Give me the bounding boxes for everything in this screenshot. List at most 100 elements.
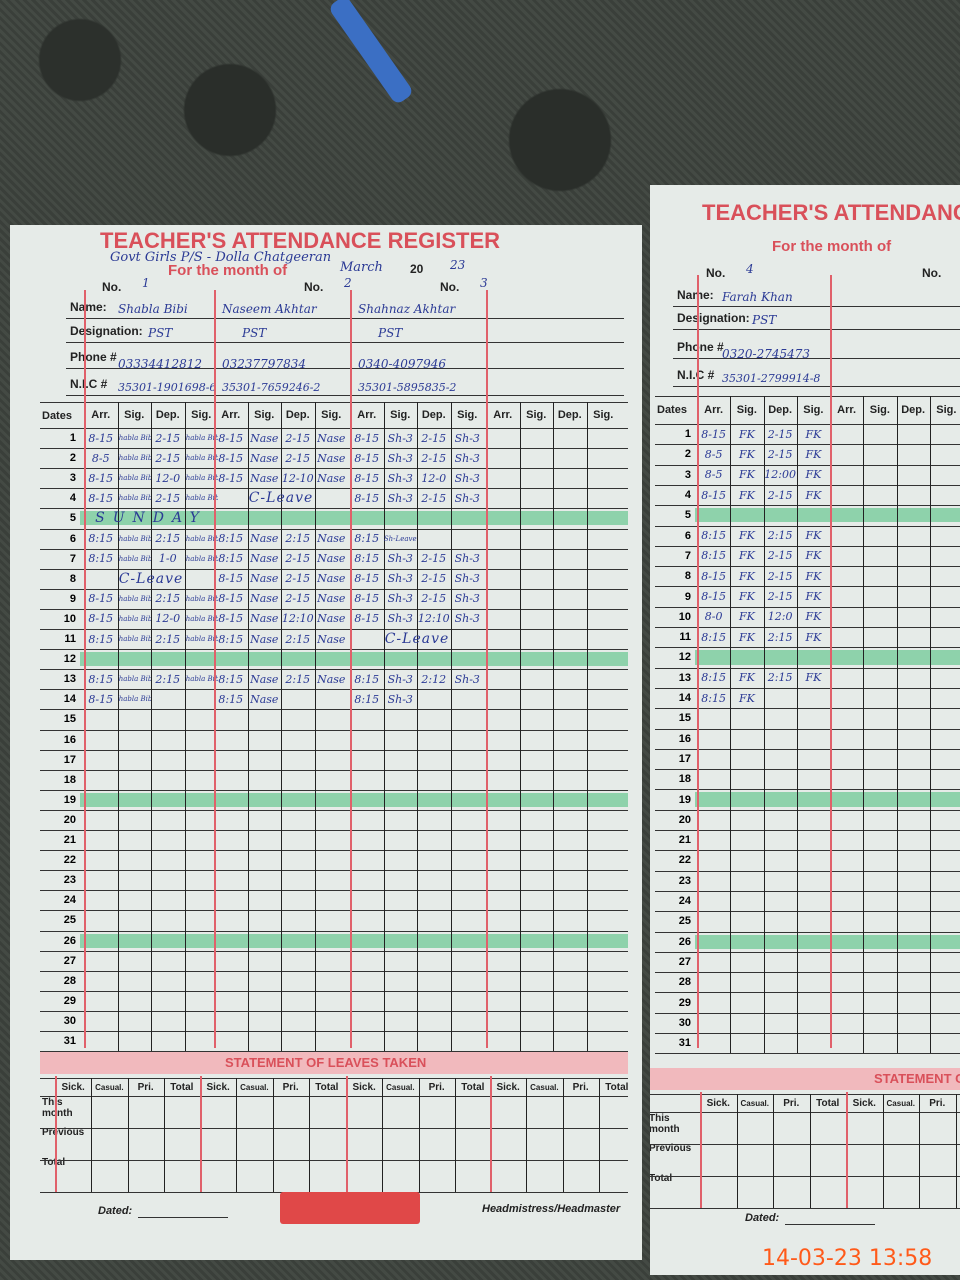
teacher-phone: 03237797834 xyxy=(222,357,306,371)
arrival-signature: Shabla Bibi xyxy=(118,434,152,443)
arrival-signature: Nase xyxy=(250,692,279,706)
departure-time: 2-15 xyxy=(421,491,447,505)
arrival-time: 8-15 xyxy=(88,471,114,485)
column-header-sig: Sig. xyxy=(803,404,824,416)
dated-label: Dated: xyxy=(745,1212,780,1224)
departure-signature xyxy=(797,688,830,708)
holiday-row-highlight xyxy=(80,933,628,948)
arrival-signature: FK xyxy=(738,569,755,583)
arrival-signature: Shabla Bibi xyxy=(118,614,152,623)
date-number: 2 xyxy=(684,448,691,461)
departure-signature: Shabla Bibi xyxy=(185,635,219,644)
column-line xyxy=(417,402,418,1052)
column-header-arr: Arr. xyxy=(357,409,377,421)
arrival-signature: Nase xyxy=(250,451,279,465)
header-rule xyxy=(66,395,624,396)
date-number: 27 xyxy=(63,954,76,967)
column-line xyxy=(553,402,554,1052)
column-line xyxy=(519,402,521,1052)
departure-signature: Shabla Bibi xyxy=(185,474,219,483)
grid-row-line xyxy=(40,729,628,731)
departure-time: 12-0 xyxy=(421,471,447,485)
departure-time: 12-10 xyxy=(281,471,314,485)
grid-row-line xyxy=(40,689,628,691)
departure-time: 2-15 xyxy=(285,451,311,465)
statement-column-line xyxy=(91,1078,93,1192)
arrival-signature: Shabla Bibi xyxy=(118,675,152,684)
teacher-no-value: 1 xyxy=(142,276,150,290)
grid-row-line xyxy=(40,508,628,510)
arrival-signature: Shabla Bibi xyxy=(118,695,152,704)
column-header-arr: Arr. xyxy=(493,409,513,421)
teacher-no-value: 4 xyxy=(746,262,754,276)
grid-row-line xyxy=(655,464,960,466)
arrival-time: 8-15 xyxy=(354,572,380,586)
teacher-block-divider xyxy=(486,290,488,1048)
arrival-time: 8-15 xyxy=(354,592,380,606)
date-number: 17 xyxy=(63,753,76,766)
arrival-signature: Sh-3 xyxy=(387,672,413,686)
date-number: 3 xyxy=(69,472,76,485)
departure-time: 12-0 xyxy=(155,471,181,485)
statement-row-line xyxy=(650,1144,960,1145)
arrival-signature: FK xyxy=(738,488,755,502)
departure-time: 2-15 xyxy=(155,451,181,465)
statement-row-label: This month xyxy=(42,1097,73,1119)
grid-row-line xyxy=(40,1051,628,1053)
date-number: 22 xyxy=(678,854,691,867)
date-number: 5 xyxy=(69,512,76,525)
statement-column-casual: Casual. xyxy=(240,1082,269,1092)
designation-label: Designation: xyxy=(70,324,143,338)
teacher-no-value: 3 xyxy=(480,276,488,290)
statement-column-sick: Sick. xyxy=(206,1081,230,1093)
date-number: 24 xyxy=(678,895,691,908)
grid-row-line xyxy=(40,629,628,630)
date-number: 8 xyxy=(69,572,76,585)
departure-signature: Nase xyxy=(317,572,346,586)
arrival-time: 8:15 xyxy=(88,632,114,646)
departure-time: 2-15 xyxy=(285,592,311,606)
column-line xyxy=(314,402,316,1052)
date-number: 10 xyxy=(63,612,76,625)
grid-row-line xyxy=(655,708,960,710)
statement-column-line xyxy=(562,1078,564,1192)
designation-label: Designation: xyxy=(677,311,750,325)
arrival-signature: Nase xyxy=(250,632,279,646)
arrival-time: 8-15 xyxy=(88,592,114,606)
departure-signature: Sh-3 xyxy=(454,471,480,485)
departure-time: 2:15 xyxy=(285,672,311,686)
departure-signature: Shabla Bibi xyxy=(185,434,219,443)
arrival-signature: FK xyxy=(738,610,755,624)
departure-signature: Shabla Bibi xyxy=(185,454,219,463)
statement-row-label: Previous xyxy=(42,1127,85,1138)
arrival-signature: FK xyxy=(738,468,755,482)
column-line xyxy=(281,402,282,1052)
column-line xyxy=(117,402,119,1052)
grid-row-line xyxy=(655,667,960,669)
arrival-time: 8:15 xyxy=(701,671,726,685)
departure-signature: Nase xyxy=(317,552,346,566)
arrival-time: 8-15 xyxy=(218,451,244,465)
grid-row-line xyxy=(40,1031,628,1032)
statement-column-line xyxy=(773,1094,774,1208)
date-number: 6 xyxy=(684,529,691,542)
date-number: 30 xyxy=(678,1016,691,1029)
date-number: 10 xyxy=(678,610,691,623)
teacher-nic: 35301-5895835-2 xyxy=(358,381,457,394)
date-number: 26 xyxy=(63,934,76,947)
arrival-signature: Sh-3 xyxy=(387,471,413,485)
arrival-signature: Nase xyxy=(250,532,279,546)
date-number: 1 xyxy=(684,428,691,441)
departure-signature xyxy=(451,689,485,709)
departure-time: 12:10 xyxy=(281,612,314,626)
statement-column-line xyxy=(598,1078,600,1192)
arrival-signature: Shabla Bibi xyxy=(118,554,152,563)
statement-row-line xyxy=(40,1128,628,1129)
arrival-time: 8:15 xyxy=(701,529,726,543)
arrival-signature: FK xyxy=(738,447,755,461)
statement-column-line xyxy=(308,1078,310,1192)
arrival-signature: FK xyxy=(738,590,755,604)
date-number: 21 xyxy=(63,834,76,847)
statement-column-sick: Sick. xyxy=(352,1081,376,1093)
arrival-signature: Shabla Bibi xyxy=(118,454,152,463)
